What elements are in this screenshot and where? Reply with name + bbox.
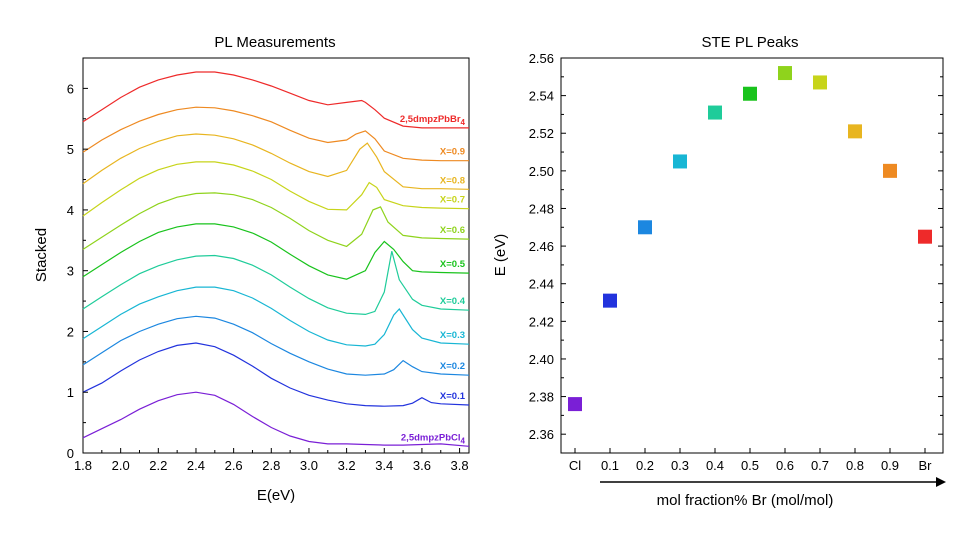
figure: PL Measurements 2,5dmpzPbCl4X=0.1X=0.2X=… xyxy=(0,0,978,551)
pl-curve-7 xyxy=(83,162,469,216)
left-x-tick-label: 3.6 xyxy=(413,458,431,473)
left-x-tick-label: 2.2 xyxy=(149,458,167,473)
right-x-tick-label: 0.2 xyxy=(636,458,654,473)
peak-marker-8 xyxy=(848,124,862,138)
right-x-tick-label: 0.1 xyxy=(601,458,619,473)
right-y-tick-label: 2.46 xyxy=(529,239,554,254)
left-y-tick-label: 4 xyxy=(67,203,74,218)
pl-curve-5 xyxy=(83,224,469,279)
peak-marker-2 xyxy=(638,220,652,234)
right-chart-title: STE PL Peaks xyxy=(702,34,799,51)
right-x-ticks: Cl 0.1 0.2 0.3 0.4 0.5 0.6 0.7 0.8 0.9 Br xyxy=(569,448,932,473)
ste-pl-peaks-chart: STE PL Peaks Cl 0.1 0.2 0.3 0.4 0.5 0.6 0.7 0.8 0… xyxy=(492,34,946,509)
pl-curve-label-10: 2,5dmpzPbBr4 xyxy=(400,114,466,127)
peak-marker-6 xyxy=(778,66,792,80)
peak-marker-3 xyxy=(673,154,687,168)
pl-curve-label-main-0: 2,5dmpzPbCl xyxy=(401,432,461,443)
peak-marker-5 xyxy=(743,87,757,101)
left-x-tick-label: 3.2 xyxy=(338,458,356,473)
left-x-ticks: 1.8 2.0 2.2 2.4 2.6 2.8 3.0 3.2 3.4 3.6 3.8 xyxy=(74,448,469,473)
pl-curve-label-9: X=0.9 xyxy=(440,147,465,158)
pl-curve-2 xyxy=(83,316,469,375)
left-chart-title: PL Measurements xyxy=(214,34,335,51)
right-y-tick-label: 2.44 xyxy=(529,277,554,292)
left-y-tick-label: 5 xyxy=(67,142,74,157)
left-x-axis-label: E(eV) xyxy=(257,487,295,504)
right-y-tick-label: 2.54 xyxy=(529,89,554,104)
right-y-axis-label: E (eV) xyxy=(492,234,509,277)
peak-marker-10 xyxy=(918,230,932,244)
right-y-tick-label: 2.42 xyxy=(529,314,554,329)
left-x-tick-label: 2.0 xyxy=(112,458,130,473)
left-x-tick-label: 3.4 xyxy=(375,458,393,473)
pl-curve-8 xyxy=(83,134,469,189)
left-y-tick-label: 6 xyxy=(67,81,74,96)
left-x-tick-label: 2.4 xyxy=(187,458,205,473)
peak-marker-9 xyxy=(883,164,897,178)
left-x-tick-label: 1.8 xyxy=(74,458,92,473)
right-y-tick-label: 2.48 xyxy=(529,201,554,216)
pl-curve-label-5: X=0.5 xyxy=(440,259,466,270)
right-x-tick-label: Br xyxy=(919,458,933,473)
left-y-axis-label: Stacked xyxy=(33,228,50,282)
right-x-tick-label: 0.3 xyxy=(671,458,689,473)
left-y-tick-label: 1 xyxy=(67,385,74,400)
peak-marker-4 xyxy=(708,106,722,120)
pl-curves xyxy=(83,72,469,446)
right-x-tick-label: 0.5 xyxy=(741,458,759,473)
right-y-tick-label: 2.40 xyxy=(529,352,554,367)
pl-curve-labels: 2,5dmpzPbCl4X=0.1X=0.2X=0.3X=0.4X=0.5X=0… xyxy=(400,114,466,445)
left-x-tick-label: 3.0 xyxy=(300,458,318,473)
pl-curve-label-4: X=0.4 xyxy=(440,296,466,307)
pl-curve-4 xyxy=(83,251,469,314)
left-y-tick-label: 0 xyxy=(67,446,74,461)
right-y-tick-label: 2.38 xyxy=(529,390,554,405)
pl-curve-3 xyxy=(83,287,469,346)
right-x-axis-label: mol fraction% Br (mol/mol) xyxy=(657,492,834,509)
pl-curve-label-main-10: 2,5dmpzPbBr xyxy=(400,114,461,125)
peak-marker-1 xyxy=(603,294,617,308)
pl-curve-label-3: X=0.3 xyxy=(440,330,465,341)
pl-curve-label-2: X=0.2 xyxy=(440,361,465,372)
left-y-ticks: 0 1 2 3 4 5 6 xyxy=(67,81,88,461)
right-x-tick-label: Cl xyxy=(569,458,581,473)
left-y-tick-label: 2 xyxy=(67,324,74,339)
pl-curve-label-sub-0: 4 xyxy=(461,436,466,445)
left-x-tick-label: 2.6 xyxy=(225,458,243,473)
left-x-tick-label: 3.8 xyxy=(451,458,469,473)
right-x-tick-label: 0.9 xyxy=(881,458,899,473)
pl-measurements-chart: PL Measurements 2,5dmpzPbCl4X=0.1X=0.2X=… xyxy=(33,34,469,504)
right-y-tick-label: 2.50 xyxy=(529,164,554,179)
pl-curve-label-0: 2,5dmpzPbCl4 xyxy=(401,432,466,445)
right-y-tick-label: 2.36 xyxy=(529,427,554,442)
pl-curve-label-1: X=0.1 xyxy=(440,391,466,402)
right-plot-frame xyxy=(561,58,943,453)
right-x-tick-label: 0.8 xyxy=(846,458,864,473)
x-axis-arrow-head xyxy=(936,477,946,487)
ste-peak-points xyxy=(568,66,932,411)
pl-curve-label-7: X=0.7 xyxy=(440,195,465,206)
peak-marker-0 xyxy=(568,397,582,411)
right-x-tick-label: 0.4 xyxy=(706,458,724,473)
right-x-tick-label: 0.7 xyxy=(811,458,829,473)
right-x-tick-label: 0.6 xyxy=(776,458,794,473)
pl-curve-label-6: X=0.6 xyxy=(440,225,465,236)
left-y-tick-label: 3 xyxy=(67,264,74,279)
peak-marker-7 xyxy=(813,75,827,89)
pl-curve-label-sub-10: 4 xyxy=(461,118,466,127)
left-x-tick-label: 2.8 xyxy=(262,458,280,473)
pl-curve-label-8: X=0.8 xyxy=(440,175,465,186)
right-y-ticks: 2.36 2.38 2.40 2.42 2.44 2.46 2.48 2.50 2.52 2.54… xyxy=(529,51,943,442)
right-y-tick-label: 2.56 xyxy=(529,51,554,66)
pl-curve-1 xyxy=(83,343,469,406)
right-y-tick-label: 2.52 xyxy=(529,126,554,141)
